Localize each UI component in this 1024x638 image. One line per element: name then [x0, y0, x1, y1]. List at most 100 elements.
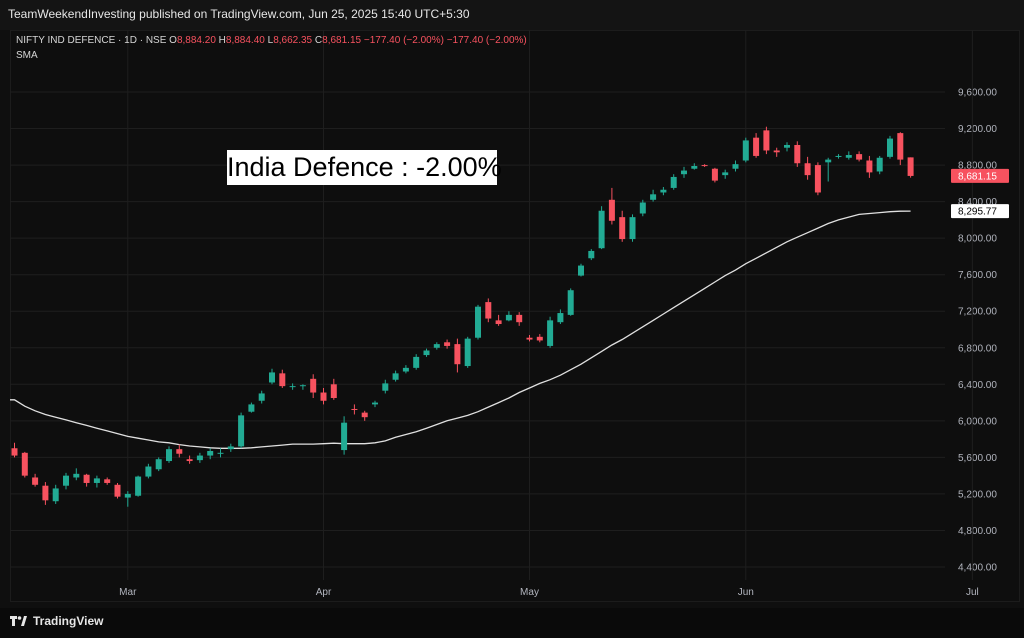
y-tick-label: 5,200.00	[958, 489, 997, 500]
candle-body[interactable]	[887, 138, 893, 157]
candle-body[interactable]	[42, 485, 49, 501]
candle-body[interactable]	[351, 408, 358, 410]
candle-body[interactable]	[835, 155, 842, 157]
candle-body[interactable]	[773, 150, 780, 153]
plot-panel[interactable]	[10, 30, 1020, 602]
candle-body[interactable]	[670, 176, 677, 188]
x-tick-label: Mar	[119, 587, 137, 598]
candle-body[interactable]	[310, 378, 317, 393]
candle-body[interactable]	[588, 250, 595, 259]
candle-body[interactable]	[784, 144, 790, 148]
candle-body[interactable]	[711, 168, 718, 181]
candle-body[interactable]	[578, 265, 584, 276]
candle-body[interactable]	[402, 367, 409, 372]
candle-body[interactable]	[701, 165, 708, 167]
candle-body[interactable]	[732, 164, 739, 169]
candle-body[interactable]	[804, 163, 811, 176]
sma-indicator-label[interactable]: SMA	[16, 50, 38, 61]
candle-body[interactable]	[217, 452, 224, 454]
candle-body[interactable]	[392, 373, 399, 380]
candle-body[interactable]	[83, 474, 90, 483]
candle-body[interactable]	[691, 165, 698, 169]
candle-body[interactable]	[258, 393, 265, 401]
candle-body[interactable]	[475, 306, 481, 338]
candle-body[interactable]	[536, 336, 543, 341]
candle-body[interactable]	[547, 320, 554, 346]
candle-body[interactable]	[608, 199, 615, 221]
candle-body[interactable]	[444, 342, 451, 346]
candle-body[interactable]	[176, 449, 183, 454]
candle-body[interactable]	[73, 473, 80, 478]
candle-body[interactable]	[454, 344, 461, 365]
y-tick-label: 6,400.00	[958, 380, 997, 391]
candle-body[interactable]	[433, 344, 440, 348]
candle-body[interactable]	[567, 290, 574, 315]
candle-body[interactable]	[135, 476, 142, 496]
candle-body[interactable]	[413, 356, 420, 368]
last-price-label: 8,681.15	[958, 171, 997, 182]
candle-body[interactable]	[650, 194, 657, 200]
candle-body[interactable]	[320, 392, 327, 401]
candle-body[interactable]	[186, 459, 193, 462]
candle-body[interactable]	[11, 448, 18, 456]
candle-body[interactable]	[464, 338, 471, 367]
candle-body[interactable]	[124, 493, 131, 498]
candle-body[interactable]	[866, 160, 873, 173]
candle-body[interactable]	[639, 202, 646, 214]
candle-body[interactable]	[21, 452, 28, 476]
candle-body[interactable]	[505, 314, 512, 321]
candle-body[interactable]	[526, 337, 533, 340]
candle-body[interactable]	[742, 140, 749, 161]
candle-body[interactable]	[495, 320, 502, 325]
candle-body[interactable]	[907, 157, 914, 176]
candle-body[interactable]	[63, 475, 69, 486]
candle-body[interactable]	[876, 157, 883, 172]
candle-body[interactable]	[341, 422, 348, 451]
candle-body[interactable]	[114, 484, 121, 497]
candle-body[interactable]	[845, 155, 852, 158]
candle-body[interactable]	[856, 154, 863, 160]
candle-body[interactable]	[660, 189, 667, 193]
candle-body[interactable]	[629, 217, 636, 240]
candle-body[interactable]	[330, 384, 337, 399]
candle-body[interactable]	[207, 450, 214, 456]
candle-body[interactable]	[382, 383, 389, 391]
candle-body[interactable]	[598, 210, 605, 249]
candle-body[interactable]	[825, 159, 832, 163]
candle-body[interactable]	[619, 217, 626, 240]
low-key: L	[267, 35, 274, 46]
candle-body[interactable]	[753, 137, 760, 156]
candle-body[interactable]	[763, 130, 770, 151]
candle-body[interactable]	[897, 133, 904, 160]
candle-body[interactable]	[279, 373, 286, 387]
tradingview-logo[interactable]: TradingView	[10, 614, 103, 628]
candle-body[interactable]	[681, 170, 687, 175]
candle-body[interactable]	[104, 479, 111, 483]
candle-body[interactable]	[299, 385, 306, 387]
candle-body[interactable]	[361, 412, 368, 418]
candle-body[interactable]	[557, 313, 564, 323]
candle-body[interactable]	[93, 478, 100, 483]
candle-body[interactable]	[269, 372, 275, 383]
candle-body[interactable]	[289, 386, 296, 388]
candle-body[interactable]	[32, 477, 39, 485]
sma-value-tag	[951, 204, 1009, 219]
candle-body[interactable]	[52, 488, 59, 502]
candle-body[interactable]	[485, 302, 492, 319]
change-value: −177.40 (−2.00%)	[363, 35, 444, 46]
candle-body[interactable]	[196, 455, 203, 461]
candle-body[interactable]	[248, 404, 255, 412]
candle-body[interactable]	[794, 144, 801, 164]
candle-body[interactable]	[423, 350, 430, 356]
candle-body[interactable]	[155, 459, 162, 470]
candle-body[interactable]	[722, 172, 729, 176]
candle-body[interactable]	[145, 466, 152, 477]
candle-body[interactable]	[372, 402, 378, 405]
high-key: H	[218, 35, 226, 46]
candle-body[interactable]	[516, 314, 523, 323]
candle-body[interactable]	[166, 449, 172, 462]
candle-body[interactable]	[227, 446, 234, 450]
candle-body[interactable]	[238, 415, 245, 447]
candle-body[interactable]	[814, 165, 821, 193]
